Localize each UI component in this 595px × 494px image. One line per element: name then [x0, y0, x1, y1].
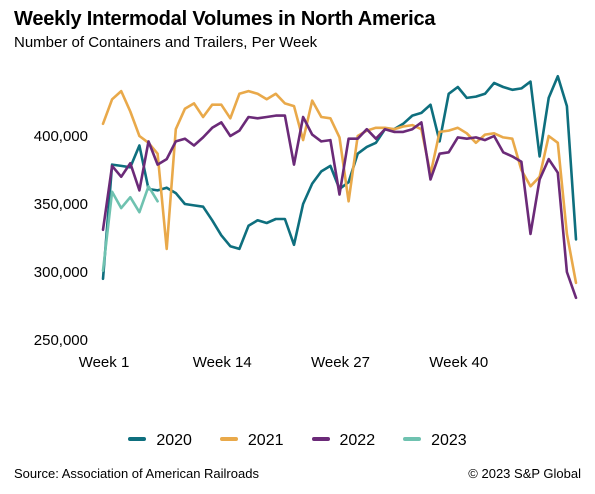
series-line-2022 — [101, 114, 578, 300]
x-tick-label: Week 14 — [193, 354, 252, 371]
y-axis: 250,000 300,000 350,000 400,000 — [34, 128, 88, 349]
legend-label: 2020 — [156, 432, 192, 449]
x-axis: Week 1 Week 14 Week 27 Week 40 — [79, 354, 489, 371]
series-line-2023 — [101, 185, 159, 272]
chart-subtitle: Number of Containers and Trailers, Per W… — [14, 34, 318, 51]
y-tick-label: 400,000 — [34, 128, 88, 145]
legend-swatch — [219, 436, 238, 441]
y-tick-label: 300,000 — [34, 264, 88, 281]
x-tick-label: Week 40 — [429, 354, 488, 371]
x-tick-label: Week 1 — [79, 354, 130, 371]
y-tick-label: 250,000 — [34, 332, 88, 349]
legend-swatch — [311, 436, 330, 441]
legend-item-2021: 2021 — [219, 432, 284, 450]
series-line-2021 — [101, 89, 578, 285]
x-tick-label: Week 27 — [311, 354, 370, 371]
chart-title: Weekly Intermodal Volumes in North Ameri… — [14, 8, 436, 30]
legend-label: 2022 — [339, 432, 376, 449]
legend-item-2020: 2020 — [128, 432, 192, 450]
series-lines — [101, 74, 578, 300]
legend: 2020 2021 2022 2023 — [0, 432, 595, 450]
legend-label: 2021 — [247, 432, 284, 449]
legend-label: 2023 — [431, 432, 467, 449]
legend-item-2022: 2022 — [311, 432, 376, 450]
legend-swatch — [403, 436, 422, 441]
legend-item-2023: 2023 — [403, 432, 467, 450]
copyright-note: © 2023 S&P Global — [468, 466, 581, 481]
legend-swatch — [128, 436, 147, 441]
y-tick-label: 350,000 — [34, 196, 88, 213]
source-note: Source: Association of American Railroad… — [14, 466, 259, 481]
series-line-2020 — [101, 74, 578, 281]
